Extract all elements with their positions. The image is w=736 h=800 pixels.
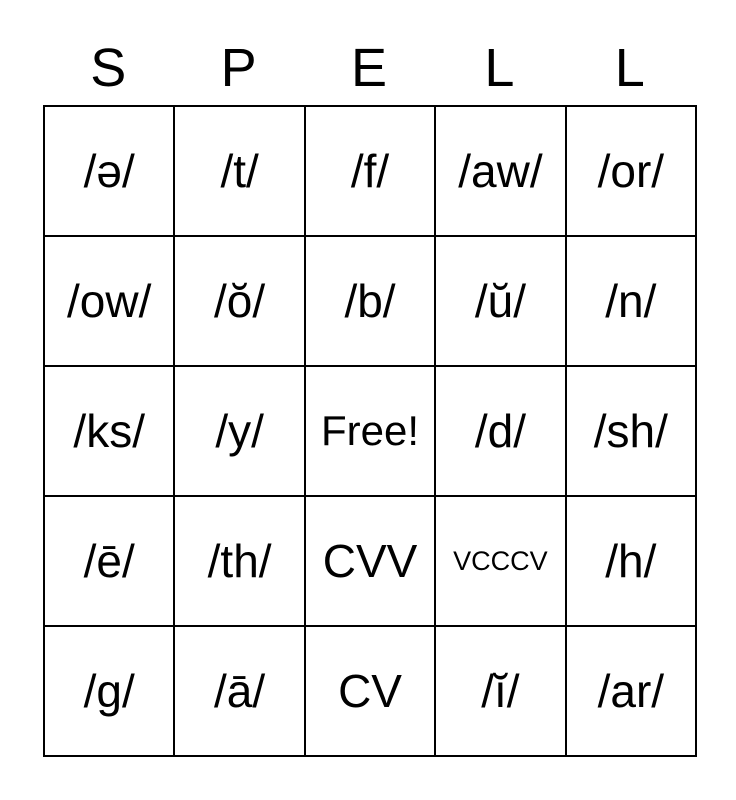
bingo-cell-label: /ĭ/ — [481, 665, 520, 717]
bingo-cell-r5c1[interactable]: /g/ — [45, 627, 176, 757]
bingo-cell-label: /t/ — [220, 145, 259, 197]
bingo-cell-r3c5[interactable]: /sh/ — [566, 367, 698, 497]
bingo-cell-label: /n/ — [605, 275, 657, 327]
bingo-header-letter-4: L — [484, 37, 515, 98]
bingo-cell-label: /ə/ — [83, 145, 135, 197]
bingo-cell-r4c4[interactable]: VCCCV — [436, 497, 567, 627]
bingo-cell-label: /ē/ — [83, 535, 135, 587]
bingo-row: /ē/ /th/ CVV VCCCV /h/ — [45, 497, 698, 627]
bingo-cell-label: /aw/ — [458, 145, 543, 197]
bingo-cell-label: /sh/ — [593, 405, 668, 457]
bingo-cell-r5c3[interactable]: CV — [305, 627, 437, 757]
bingo-cell-label: /ŭ/ — [474, 275, 526, 327]
bingo-cell-r4c5[interactable]: /h/ — [566, 497, 698, 627]
bingo-grid: /ə/ /t/ /f/ /aw/ /or/ /ow/ /ŏ/ /b/ — [43, 105, 698, 757]
bingo-header-letter-3: E — [351, 37, 388, 98]
bingo-cell-r2c5[interactable]: /n/ — [566, 237, 698, 367]
bingo-cell-r2c2[interactable]: /ŏ/ — [175, 237, 306, 367]
bingo-header-letter-5: L — [614, 37, 645, 98]
bingo-cell-label: /d/ — [474, 405, 526, 457]
bingo-cell-r4c2[interactable]: /th/ — [175, 497, 306, 627]
bingo-cell-r5c5[interactable]: /ar/ — [566, 627, 698, 757]
bingo-card: S P E L L /ə/ /t/ /f/ /aw/ /or/ /ow — [43, 30, 698, 757]
bingo-cell-label: /g/ — [83, 665, 135, 717]
bingo-cell-label: /h/ — [605, 535, 657, 587]
bingo-header-letter-1: S — [90, 37, 127, 98]
bingo-cell-label: /ā/ — [214, 665, 266, 717]
bingo-cell-r5c2[interactable]: /ā/ — [175, 627, 306, 757]
bingo-cell-label: /or/ — [597, 145, 665, 197]
bingo-cell-label: CV — [338, 665, 402, 717]
bingo-cell-label: Free! — [321, 407, 420, 454]
bingo-cell-r1c2[interactable]: /t/ — [175, 107, 306, 237]
bingo-cell-r2c3[interactable]: /b/ — [305, 237, 437, 367]
bingo-cell-r1c3[interactable]: /f/ — [305, 107, 437, 237]
bingo-header-letter-2: P — [220, 37, 257, 98]
bingo-cell-label: VCCCV — [453, 545, 548, 576]
bingo-cell-r2c4[interactable]: /ŭ/ — [436, 237, 567, 367]
bingo-cell-label: CVV — [322, 535, 418, 587]
bingo-row: /ow/ /ŏ/ /b/ /ŭ/ /n/ — [45, 237, 698, 367]
bingo-cell-r1c5[interactable]: /or/ — [566, 107, 698, 237]
bingo-header-row: S P E L L — [43, 30, 695, 105]
bingo-cell-r3c4[interactable]: /d/ — [436, 367, 567, 497]
bingo-cell-label: /f/ — [350, 145, 390, 197]
bingo-cell-r4c1[interactable]: /ē/ — [45, 497, 176, 627]
bingo-cell-label: /b/ — [344, 275, 396, 327]
bingo-cell-label: /ar/ — [597, 665, 665, 717]
bingo-cell-r3c2[interactable]: /y/ — [175, 367, 306, 497]
bingo-cell-r1c4[interactable]: /aw/ — [436, 107, 567, 237]
bingo-cell-r3c1[interactable]: /ks/ — [45, 367, 176, 497]
bingo-cell-label: /th/ — [207, 535, 272, 587]
bingo-row: /ə/ /t/ /f/ /aw/ /or/ — [45, 107, 698, 237]
bingo-cell-r1c1[interactable]: /ə/ — [45, 107, 176, 237]
bingo-cell-label: /ow/ — [67, 275, 152, 327]
bingo-cell-r2c1[interactable]: /ow/ — [45, 237, 176, 367]
bingo-cell-free-space[interactable]: Free! — [305, 367, 437, 497]
bingo-cell-label: /ks/ — [73, 405, 145, 457]
bingo-row: /ks/ /y/ Free! /d/ /sh/ — [45, 367, 698, 497]
bingo-cell-label: /ŏ/ — [214, 275, 266, 327]
bingo-cell-label: /y/ — [215, 405, 264, 457]
bingo-cell-r4c3[interactable]: CVV — [305, 497, 437, 627]
bingo-row: /g/ /ā/ CV /ĭ/ /ar/ — [45, 627, 698, 757]
bingo-cell-r5c4[interactable]: /ĭ/ — [436, 627, 567, 757]
